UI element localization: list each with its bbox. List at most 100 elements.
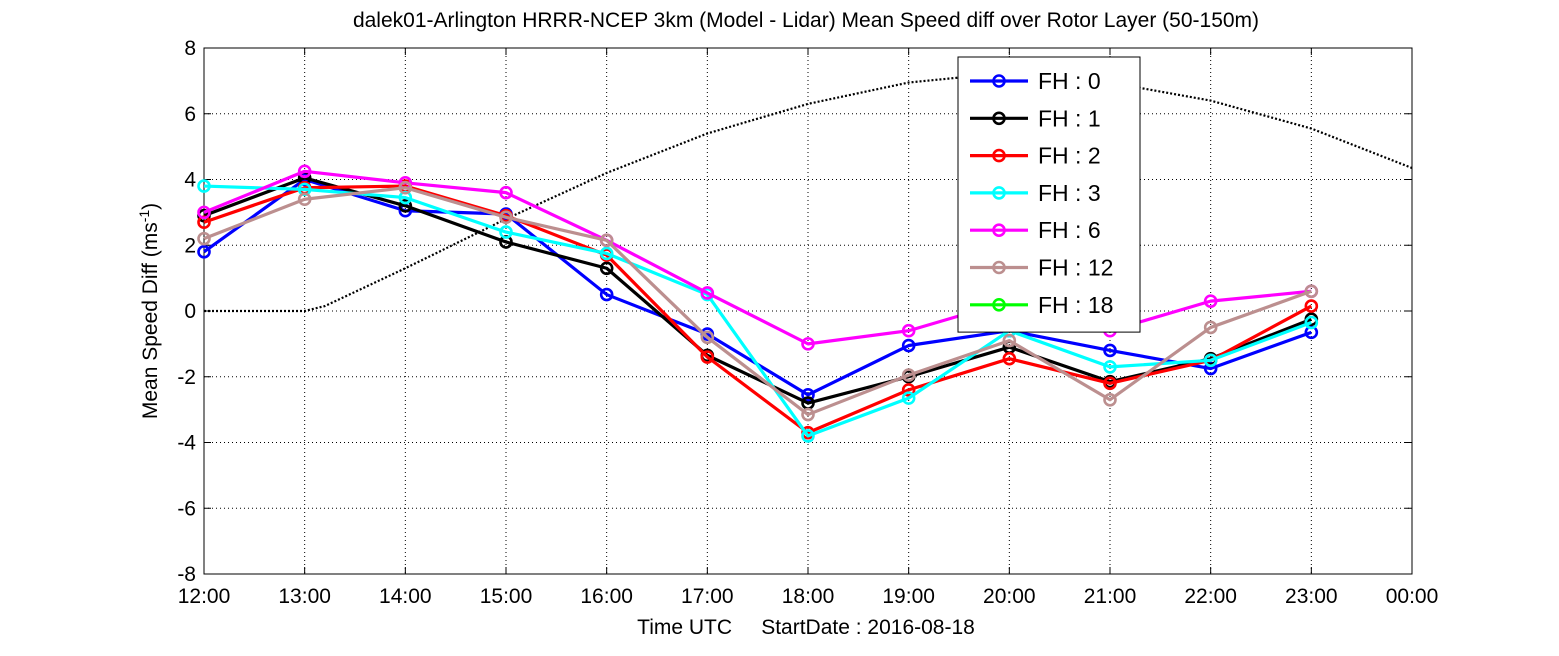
y-tick-label: -2 bbox=[177, 366, 196, 389]
data-point bbox=[499, 225, 513, 239]
legend-entry: FH : 2 bbox=[970, 143, 1101, 169]
legend-label: FH : 1 bbox=[1038, 105, 1101, 131]
data-point bbox=[801, 429, 815, 443]
x-tick-label: 23:00 bbox=[1285, 585, 1338, 608]
series-line bbox=[203, 184, 1313, 435]
data-point bbox=[1103, 392, 1117, 407]
x-tick-label: 00:00 bbox=[1386, 585, 1439, 608]
y-tick-label: -4 bbox=[177, 432, 196, 455]
series-3 bbox=[197, 179, 1319, 443]
data-point bbox=[1203, 353, 1218, 368]
data-point bbox=[700, 350, 715, 364]
legend-entry: FH : 12 bbox=[970, 255, 1113, 281]
legend-label: FH : 18 bbox=[1038, 292, 1113, 318]
y-tick-label: 8 bbox=[184, 37, 196, 60]
x-tick-label: 21:00 bbox=[1084, 585, 1137, 608]
data-point bbox=[499, 210, 513, 225]
y-axis-label: Mean Speed Diff (ms-1) bbox=[136, 203, 162, 419]
x-axis: 12:00 13:00 14:00 15:00 16:00 17:00 18:00 19:00… bbox=[178, 48, 1439, 608]
legend-swatch-marker bbox=[992, 186, 1006, 200]
x-tick-label: 17:00 bbox=[681, 585, 734, 608]
data-point bbox=[297, 192, 312, 207]
data-point bbox=[599, 233, 614, 248]
data-point bbox=[1002, 333, 1017, 348]
x-tick-label: 12:00 bbox=[178, 585, 231, 608]
legend-entry: FH : 18 bbox=[970, 292, 1113, 318]
x-tick-label: 20:00 bbox=[983, 585, 1036, 608]
data-point bbox=[700, 286, 715, 300]
data-point bbox=[1304, 284, 1319, 299]
y-tick-label: 4 bbox=[184, 169, 196, 192]
legend-entry: FH : 6 bbox=[970, 217, 1101, 243]
x-tick-label: 18:00 bbox=[782, 585, 835, 608]
y-axis-label-close: ) bbox=[139, 203, 162, 210]
legend-swatch-marker bbox=[992, 223, 1006, 237]
data-point bbox=[901, 368, 916, 382]
y-tick-label: -6 bbox=[177, 497, 196, 520]
legend-swatch-marker bbox=[992, 297, 1006, 312]
data-point bbox=[398, 180, 413, 195]
grid bbox=[204, 48, 1412, 574]
y-tick-label: -8 bbox=[177, 563, 196, 586]
data-point bbox=[599, 246, 614, 261]
data-point bbox=[297, 164, 312, 179]
x-axis-label: Time UTC StartDate : 2016-08-18 bbox=[637, 616, 975, 639]
data-point bbox=[398, 199, 413, 213]
series-line bbox=[203, 176, 1312, 405]
legend-label: FH : 0 bbox=[1038, 68, 1101, 94]
data-point bbox=[801, 388, 815, 402]
series-2 bbox=[197, 179, 1319, 440]
x-tick-label: 16:00 bbox=[580, 585, 633, 608]
data-point bbox=[1103, 343, 1117, 358]
reference-curve-line bbox=[204, 74, 1413, 313]
data-point bbox=[801, 407, 815, 422]
y-tick-label: 2 bbox=[184, 234, 196, 257]
legend-swatch-marker bbox=[992, 111, 1006, 126]
series-5 bbox=[197, 180, 1319, 422]
series-group bbox=[197, 164, 1319, 443]
series-line bbox=[203, 184, 1312, 438]
x-tick-label: 15:00 bbox=[480, 585, 533, 608]
legend-entry: FH : 3 bbox=[970, 180, 1101, 206]
legend: FH : 0 FH : 1 FH : 2 FH : 3 FH : 6 FH : 12 FH … bbox=[957, 56, 1141, 333]
data-point bbox=[1103, 360, 1117, 374]
data-point bbox=[1103, 376, 1117, 391]
legend-box bbox=[957, 56, 1141, 333]
data-point bbox=[197, 205, 211, 220]
data-point bbox=[901, 391, 916, 405]
chart-title: dalek01-Arlington HRRR-NCEP 3km (Model -… bbox=[353, 9, 1259, 32]
legend-entry: FH : 0 bbox=[970, 68, 1101, 94]
legend-entry: FH : 1 bbox=[970, 105, 1101, 131]
y-axis: -8 -6 -4 -2 0 2 4 6 8 bbox=[177, 37, 1412, 586]
x-tick-label: 19:00 bbox=[882, 585, 935, 608]
legend-label: FH : 12 bbox=[1038, 255, 1113, 281]
data-point bbox=[1304, 315, 1319, 330]
data-point bbox=[197, 245, 211, 259]
data-point bbox=[1304, 299, 1319, 313]
data-point bbox=[197, 179, 211, 193]
data-point bbox=[901, 383, 916, 397]
data-point bbox=[197, 231, 211, 246]
y-tick-label: 0 bbox=[184, 300, 196, 323]
data-point bbox=[801, 337, 815, 351]
legend-swatch-marker bbox=[992, 148, 1006, 163]
x-tick-label: 13:00 bbox=[278, 585, 331, 608]
legend-label: FH : 2 bbox=[1038, 143, 1101, 169]
data-point bbox=[599, 261, 614, 276]
series-line bbox=[203, 186, 1312, 417]
reference-curve bbox=[204, 74, 1413, 313]
data-point bbox=[1203, 294, 1218, 308]
legend-swatch-marker bbox=[992, 74, 1006, 88]
data-point bbox=[1002, 351, 1017, 366]
legend-label: FH : 6 bbox=[1038, 217, 1101, 243]
y-axis-label-main: Mean Speed Diff (ms bbox=[139, 222, 162, 419]
data-point bbox=[700, 330, 715, 345]
data-point bbox=[901, 323, 916, 338]
data-point bbox=[901, 338, 916, 353]
x-tick-label: 22:00 bbox=[1184, 585, 1237, 608]
data-point bbox=[599, 287, 614, 302]
y-tick-label: 6 bbox=[184, 103, 196, 126]
x-tick-label: 14:00 bbox=[379, 585, 432, 608]
y-axis-label-superscript: -1 bbox=[136, 210, 152, 223]
